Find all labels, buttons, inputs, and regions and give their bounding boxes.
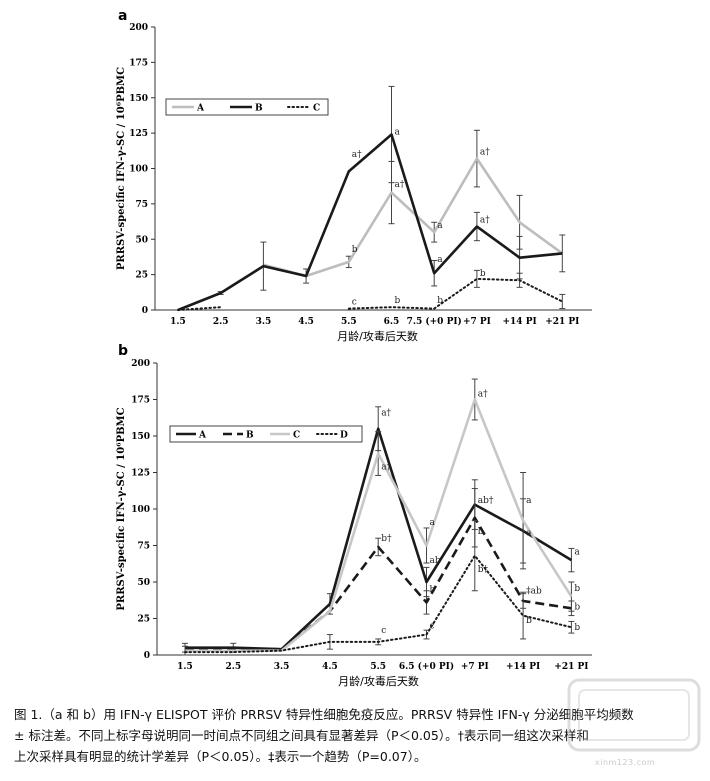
panel-b-annotation: b†	[381, 534, 392, 544]
panel-b-y-tick-label: 50	[137, 578, 150, 588]
panel-b-annotation: a†	[478, 390, 488, 400]
panel-b-x-tick-label: +14 PI	[506, 662, 540, 672]
panel-b-letter: b	[118, 343, 128, 359]
panel-a-y-tick-label: 200	[129, 23, 148, 33]
panel-a-annotation: a	[437, 221, 443, 231]
panel-b-y-tick-label: 150	[131, 432, 150, 442]
panel-a-x-axis-label: 月龄/攻毒后天数	[337, 329, 418, 343]
panel-a-x-tick-label: +14 PI	[503, 317, 537, 327]
panel-a-series-a-line	[263, 157, 564, 278]
caption-line-2: ± 标注差。不同上标字母说明同一时间点不同组之间具有显著差异（P＜0.05）。†…	[14, 728, 589, 743]
panel-b-y-tick-label: 175	[131, 396, 150, 406]
panel-b-annotation: b	[430, 585, 436, 595]
panel-a-legend-label-c: C	[313, 104, 320, 114]
panel-a-y-axis-label: PRRSV-specific IFN-γ-SC / 10⁶PBMC	[116, 67, 127, 270]
panel-a-series-c-line	[177, 306, 222, 311]
panel-b-y-axis-label: PRRSV-specific IFN-γ-SC / 10⁶PBMC	[116, 407, 127, 610]
panel-a-y-tick-label: 25	[135, 271, 148, 281]
panel-a-x-tick-label: 7.5 (+0 PI)	[407, 316, 462, 327]
panel-b-annotation: ‡ab	[526, 587, 542, 597]
panel-a-annotation: a	[395, 128, 401, 138]
panel-b-y-tick-label: 75	[137, 542, 150, 552]
panel-b-y-tick-label: 100	[131, 505, 150, 515]
panel-a-y-tick-label: 75	[135, 200, 148, 210]
panel-b-series-d-line	[184, 554, 573, 654]
watermark-text: xinm123.com	[595, 758, 656, 767]
panel-a-letter: a	[118, 8, 127, 24]
figure-caption: 图 1.（a 和 b）用 IFN-γ ELISPOT 评价 PRRSV 特异性细…	[14, 704, 704, 767]
panel-a-annotation: a†	[480, 147, 490, 157]
panel-a-legend-label-b: B	[255, 104, 263, 114]
panel-a-x-tick-label: 4.5	[298, 317, 314, 327]
panel-b-legend-label-d: D	[340, 431, 348, 441]
panel-b-annotation: ab†	[478, 496, 494, 506]
panel-b-y-tick-label: 125	[131, 469, 150, 479]
panel-b-x-tick-label: 3.5	[274, 662, 290, 672]
panel-a-y-tick-label: 50	[135, 235, 148, 245]
panel-b-x-tick-label: 5.5	[370, 662, 386, 672]
panel-b-annotation: b	[574, 603, 580, 613]
panel-a-x-tick-label: 1.5	[170, 317, 186, 327]
watermark-logo: xinm123.com	[565, 676, 703, 770]
panel-a-y-tick-label: 100	[129, 165, 148, 175]
panel-a-annotation: a†	[352, 150, 362, 160]
panel-b-annotation: a	[430, 518, 436, 528]
panel-a-x-tick-label: +7 PI	[463, 317, 491, 327]
figure: a 0 25 50 75 100 125 150 175 200 1.5 2.5 3.5 4.5 5.5 6.…	[116, 8, 592, 688]
panel-b-x-axis-label: 月龄/攻毒后天数	[338, 674, 419, 688]
panel-b-annotation: c	[381, 626, 386, 636]
panel-b-annotation: c	[430, 622, 435, 632]
panel-b-y-tick-label: 25	[137, 615, 150, 625]
panel-a-x-tick-label: 6.5	[384, 317, 400, 327]
panel-a-y-tick-label: 175	[129, 58, 148, 68]
panel-a-series-b-line	[177, 133, 563, 312]
panel-a-legend-label-a: A	[196, 104, 205, 114]
panel-a-annotation: a	[437, 255, 443, 265]
caption-line-1: 图 1.（a 和 b）用 IFN-γ ELISPOT 评价 PRRSV 特异性细…	[14, 707, 634, 722]
panel-a-series-c-line	[347, 277, 564, 310]
panel-b-annotation: b	[478, 527, 484, 537]
panel-a-annotation: b	[480, 269, 486, 279]
panel-b-annotation: b	[526, 616, 532, 626]
panel-b-legend-box	[169, 425, 363, 443]
panel-b-annotation: ab	[430, 556, 441, 566]
panel-b-annotation: a†	[381, 409, 391, 419]
panel-a-x-tick-label: 5.5	[341, 317, 357, 327]
panel-a-y-tick-label: 0	[142, 306, 148, 316]
panel-a-y-tick-label: 125	[129, 129, 148, 139]
panel-b-x-tick-label: 1.5	[177, 662, 193, 672]
panel-a-annotation: b	[352, 245, 358, 255]
panel-a-annotation: b	[437, 296, 443, 306]
panel-b-y-tick-label: 200	[131, 359, 150, 369]
panel-b-annotation: b	[574, 584, 580, 594]
panel-a-annotation: c	[352, 297, 357, 307]
caption-line-3: 上次采样具有明显的统计学差异（P＜0.05）。‡表示一个趋势（P=0.07）。	[14, 749, 427, 764]
panel-b-legend-label-c: C	[293, 431, 300, 441]
panel-b-y-tick-label: 0	[144, 651, 150, 661]
panel-a-x-tick-label: 3.5	[256, 317, 272, 327]
panel-b-x-tick-label: 2.5	[225, 662, 241, 672]
panel-b-x-tick-label: +21 PI	[554, 662, 588, 672]
panel-a-annotation: a†	[480, 215, 490, 225]
panel-a-annotation: b	[395, 296, 401, 306]
panel-b-x-tick-label: 4.5	[322, 662, 338, 672]
panel-b-annotation: a†	[381, 463, 391, 473]
panel-b-series-b-line	[185, 516, 572, 651]
panel-b-annotation: a	[526, 528, 532, 538]
panel-b-legend-label-b: B	[246, 431, 254, 441]
watermark-icon	[567, 678, 701, 752]
panel-b-annotation: b†	[478, 565, 489, 575]
panel-b-annotation: b	[574, 623, 580, 633]
panel-b-x-tick-label: +7 PI	[461, 662, 489, 672]
panel-a-x-tick-label: +21 PI	[545, 317, 579, 327]
panel-b-legend-label-a: A	[198, 431, 207, 441]
panel-a-y-tick-label: 150	[129, 94, 148, 104]
panel-b-annotation: a	[526, 496, 532, 506]
panel-a-annotation: a†	[395, 180, 405, 190]
panel-a-x-tick-label: 2.5	[213, 317, 229, 327]
panel-b-x-tick-label: 6.5 (+0 PI)	[399, 661, 454, 672]
panel-b-annotation: a	[574, 547, 580, 557]
